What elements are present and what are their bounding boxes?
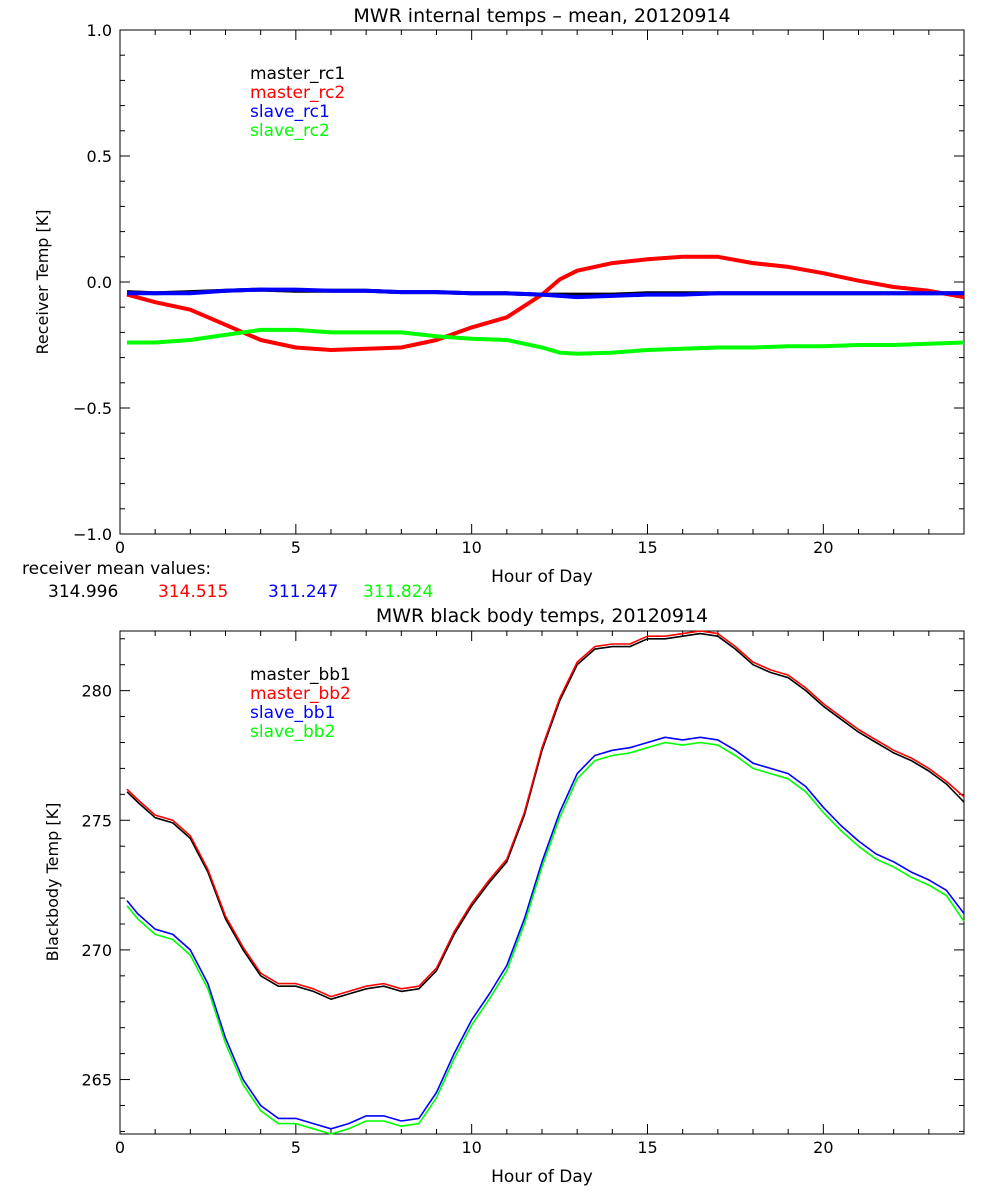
mean-value: 314.515 [158, 582, 228, 602]
x-tick-label: 15 [637, 538, 657, 557]
series-line-master_rc2 [126, 254, 965, 352]
chart-title: MWR internal temps – mean, 20120914 [353, 5, 730, 27]
plot-frame [119, 29, 965, 535]
series-line-slave_rc2 [127, 327, 965, 356]
y-axis-label: Blackbody Temp [K] [43, 803, 62, 962]
y-tick-label: 275 [81, 811, 112, 830]
x-axis-label: Hour of Day [491, 1167, 593, 1187]
y-tick-label: 270 [81, 941, 112, 960]
y-axis-label: Receiver Temp [K] [33, 209, 52, 354]
legend-entry-slave_rc2: slave_rc2 [250, 121, 330, 141]
series-line-master_bb2 [126, 630, 965, 998]
series-line-slave_rc1 [127, 287, 964, 300]
x-tick-label: 5 [291, 1138, 301, 1157]
legend-entry-master_rc1: master_rc1 [250, 64, 345, 84]
legend-entry-master_bb1: master_bb1 [250, 665, 351, 685]
y-tick-label: 265 [81, 1071, 112, 1090]
legend-entry-master_rc2: master_rc2 [250, 83, 345, 103]
y-tick-label: 0.0 [87, 273, 112, 292]
mean-values-label: receiver mean values: [22, 559, 211, 579]
x-tick-label: 15 [637, 1138, 657, 1157]
legend-entry-master_bb2: master_bb2 [250, 684, 351, 704]
chart-title: MWR black body temps, 20120914 [376, 605, 708, 627]
mean-value: 311.247 [268, 582, 338, 602]
x-tick-label: 10 [461, 1138, 481, 1157]
x-tick-label: 0 [115, 538, 125, 557]
y-tick-label: 1.0 [87, 21, 112, 40]
legend-entry-slave_bb2: slave_bb2 [250, 722, 335, 742]
series-line-slave_bb2 [126, 741, 965, 1135]
legend-entry-slave_rc1: slave_rc1 [250, 102, 330, 122]
x-tick-label: 0 [115, 1138, 125, 1157]
mean-value: 311.824 [363, 582, 433, 602]
plot-frame [119, 630, 965, 1135]
x-tick-label: 5 [291, 538, 301, 557]
mean-value: 314.996 [48, 582, 118, 602]
y-tick-label: −0.5 [73, 399, 112, 418]
y-tick-label: −1.0 [73, 525, 112, 544]
y-tick-label: 280 [81, 682, 112, 701]
y-tick-label: 0.5 [87, 147, 112, 166]
legend-entry-slave_bb1: slave_bb1 [250, 703, 335, 723]
series-line-slave_bb1 [126, 736, 965, 1130]
x-tick-label: 20 [813, 1138, 833, 1157]
x-tick-label: 20 [813, 538, 833, 557]
x-tick-label: 10 [461, 538, 481, 557]
x-axis-label: Hour of Day [491, 567, 593, 587]
